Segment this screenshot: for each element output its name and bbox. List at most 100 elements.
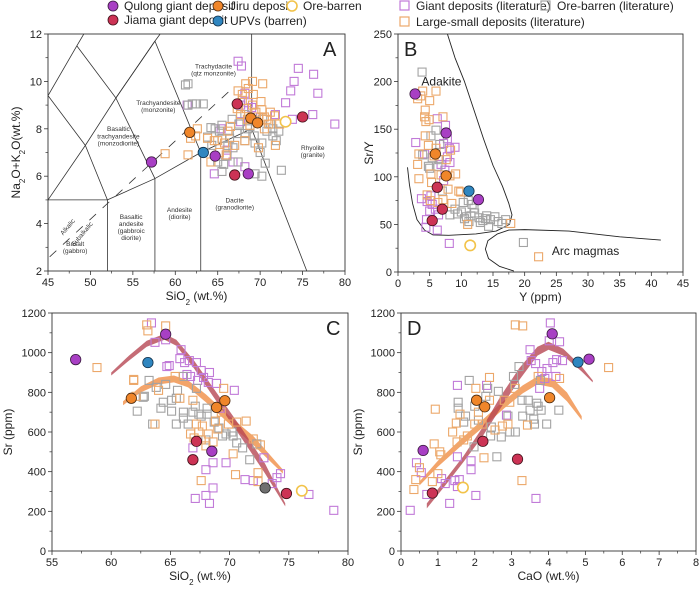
data-point-square	[201, 441, 211, 451]
data-point-square	[458, 197, 468, 208]
trend-band	[123, 375, 283, 474]
data-point-square	[228, 143, 238, 153]
series-jiru	[429, 148, 452, 182]
data-point-square	[448, 427, 458, 437]
x-tick-label: 80	[339, 277, 351, 289]
adakite-field-boundary	[407, 34, 513, 236]
label-text: SiO	[169, 569, 189, 583]
x-axis: 0 1 2 3 4 5 6 7 8	[398, 551, 699, 569]
data-point-square	[188, 395, 198, 405]
series-upv	[142, 356, 154, 369]
data-point-square	[535, 383, 545, 393]
data-point-square	[250, 138, 260, 148]
y-tick-label: 4	[36, 219, 42, 231]
legend-marker-upv	[212, 15, 224, 27]
field-label: Dacite	[225, 197, 244, 204]
y-tick-label: 800	[377, 387, 395, 399]
label-text: Sr/Y	[362, 141, 376, 164]
data-point-square	[184, 356, 194, 366]
data-point-square	[411, 137, 421, 148]
data-point-circle	[125, 392, 137, 404]
label-text: O(wt.%)	[9, 107, 23, 150]
classification-line	[48, 34, 85, 96]
subscript: 2	[18, 149, 27, 154]
series-jiru	[125, 392, 231, 414]
field-label: (diorite)	[169, 214, 191, 221]
label-text: (wt.%)	[190, 289, 227, 303]
data-point-square	[223, 140, 233, 150]
data-point-circle	[145, 156, 158, 168]
data-point-circle	[206, 445, 218, 457]
data-point-square	[510, 383, 520, 393]
x-tick-label: 0	[395, 278, 401, 290]
y-tick-label: 200	[374, 77, 392, 89]
legend-item-jiru: Jiru deposit	[212, 0, 292, 13]
data-point-square	[517, 395, 527, 405]
data-point-square	[496, 432, 506, 442]
data-point-square	[219, 138, 230, 148]
data-point-square	[555, 373, 565, 384]
data-point-square	[132, 406, 142, 416]
data-point-circle	[426, 487, 438, 499]
field-label: (granodiorite)	[215, 204, 254, 211]
series-lit-large	[92, 320, 265, 487]
classification-line	[85, 97, 117, 146]
field-label: Basaltic	[120, 214, 144, 221]
data-point-square	[518, 411, 528, 421]
x-tick-label: 75	[283, 557, 295, 569]
data-point-square	[201, 435, 211, 445]
label-text: O+K	[9, 154, 23, 178]
data-point-circle	[279, 115, 292, 128]
y-tick-label: 1000	[371, 348, 395, 360]
data-point-square	[148, 419, 158, 429]
series-qulong	[70, 328, 218, 457]
data-point-square	[432, 114, 442, 124]
data-point-circle	[583, 353, 595, 365]
data-point-square	[161, 379, 171, 389]
x-tick-label: 3	[509, 557, 515, 569]
y-tick-label: 0	[389, 546, 395, 558]
panel-label: D	[407, 318, 421, 340]
x-tick-label: 70	[254, 277, 266, 289]
data-point-square	[171, 419, 181, 429]
x-tick-label: 50	[84, 277, 96, 289]
y-axis: 0 50 100 150 200 250	[374, 29, 398, 279]
y-axis: 0 200 400 600 800 1000 1200	[22, 308, 52, 558]
series-jiru	[470, 392, 556, 413]
data-point-square	[275, 469, 286, 479]
data-point-square	[233, 157, 243, 167]
data-point-square	[230, 140, 240, 150]
x-tick-label: 60	[105, 557, 117, 569]
data-point-square	[144, 375, 154, 385]
data-point-square	[438, 195, 448, 205]
data-point-square	[162, 361, 172, 372]
data-point-square	[230, 470, 241, 480]
data-point-square	[154, 385, 164, 395]
data-point-square	[490, 212, 500, 222]
data-point-square	[414, 463, 424, 473]
legend-item-upv: UPVs (barren)	[212, 14, 307, 28]
data-point-square	[426, 169, 436, 179]
data-point-square	[202, 133, 213, 143]
data-point-circle	[429, 148, 441, 160]
legend-item-lit-giant: Giant deposits (literature)	[399, 0, 551, 13]
plot-area	[407, 34, 661, 272]
data-point-square	[143, 326, 153, 336]
data-point-circle	[440, 170, 452, 182]
data-point-square	[289, 76, 299, 86]
data-point-square	[453, 397, 463, 407]
legend-label-orebarren: Ore-barren	[303, 0, 362, 13]
data-point-square	[274, 126, 284, 136]
data-point-square	[505, 397, 515, 407]
data-point-square	[533, 371, 543, 382]
data-point-square	[473, 407, 483, 417]
data-point-square	[557, 356, 568, 366]
data-point-square	[464, 216, 474, 227]
legend-item-lit-barren: Ore-barren (literature)	[540, 0, 674, 13]
data-point-square	[413, 159, 423, 169]
data-point-square	[545, 318, 555, 328]
y-tick-label: 600	[28, 427, 46, 439]
legend-marker-qulong	[107, 0, 119, 12]
